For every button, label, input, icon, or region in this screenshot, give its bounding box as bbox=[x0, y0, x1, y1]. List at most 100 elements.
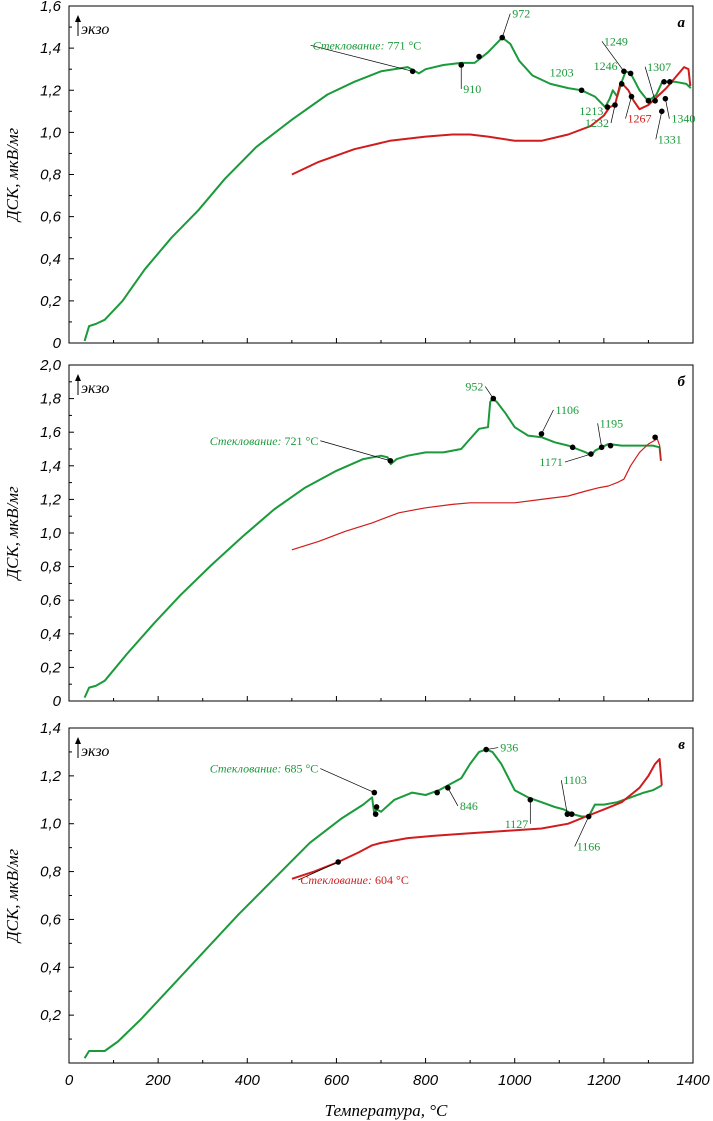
data-point bbox=[409, 68, 416, 75]
point-annotation: 910 bbox=[463, 82, 481, 96]
y-tick-label: 0,6 bbox=[40, 592, 62, 609]
point-annotation: 972 bbox=[512, 7, 530, 21]
y-tick-label: 0,2 bbox=[40, 659, 62, 676]
x-tick-label: 800 bbox=[413, 1072, 439, 1089]
panel-1: 0 0,2 0,4 0,6 0,8 1,0 1,2 1,4 1,6 1,8 2,0 ДСК, мкВ/… bbox=[3, 357, 694, 710]
y-tick-label: 1,4 bbox=[40, 40, 61, 57]
annotation-leader bbox=[665, 98, 670, 119]
annotation-leader bbox=[597, 423, 602, 448]
y-tick-label: 2,0 bbox=[39, 357, 62, 374]
y-tick-label: 0 bbox=[53, 693, 62, 710]
y-tick-label: 1,4 bbox=[40, 720, 61, 737]
annotation-leader bbox=[601, 41, 625, 72]
y-tick-label: 1,0 bbox=[40, 124, 62, 141]
data-point bbox=[612, 102, 618, 108]
annotation-leader bbox=[298, 861, 339, 881]
y-tick-label: 1,0 bbox=[40, 816, 62, 833]
point-annotation: Стеклование: 721 °C bbox=[210, 434, 319, 448]
annotation-leader bbox=[310, 44, 413, 72]
y-tick-label: 1,8 bbox=[40, 391, 62, 408]
data-point bbox=[661, 79, 667, 85]
y-tick-label: 1,2 bbox=[40, 82, 62, 99]
point-annotation: 1171 bbox=[539, 455, 563, 469]
annotation-leader bbox=[655, 111, 663, 140]
exo-arrowhead bbox=[75, 737, 81, 744]
data-point bbox=[645, 97, 652, 104]
point-annotation: 1340 bbox=[671, 112, 695, 126]
annotation-leader bbox=[625, 96, 632, 119]
exo-label: экзо bbox=[81, 380, 109, 397]
exo-label: экзо bbox=[81, 21, 109, 38]
y-tick-label: 0,6 bbox=[40, 209, 62, 226]
data-point bbox=[373, 804, 380, 810]
point-annotation: Стеклование: 771 °C bbox=[313, 38, 422, 52]
data-point bbox=[618, 81, 625, 87]
y-tick-label: 0,2 bbox=[40, 1007, 62, 1024]
data-point bbox=[372, 811, 379, 817]
y-axis-label: ДСК, мкВ/мг bbox=[3, 848, 22, 944]
point-annotation: 936 bbox=[500, 741, 518, 755]
y-tick-label: 1,6 bbox=[40, 424, 62, 441]
point-annotation: 1106 bbox=[555, 403, 579, 417]
annotation-leader bbox=[485, 386, 494, 399]
annotation-leader bbox=[541, 409, 554, 435]
data-point bbox=[434, 789, 440, 796]
series-line-green bbox=[83, 748, 663, 1059]
plot-frame bbox=[68, 727, 694, 1064]
data-point bbox=[569, 444, 576, 451]
annotation-leader bbox=[320, 440, 391, 462]
data-point bbox=[490, 395, 497, 402]
y-tick-label: 0 bbox=[53, 335, 62, 352]
y-tick-label: 0,4 bbox=[40, 959, 61, 976]
annotation-leader bbox=[486, 747, 499, 750]
y-tick-label: 0,4 bbox=[40, 626, 61, 643]
y-tick-label: 0,8 bbox=[40, 167, 62, 184]
exo-arrowhead bbox=[75, 15, 81, 22]
panel-label: б bbox=[678, 374, 686, 390]
point-annotation: 1103 bbox=[563, 773, 587, 787]
y-tick-label: 0,8 bbox=[40, 559, 62, 576]
data-point bbox=[628, 93, 635, 100]
annotation-leader bbox=[320, 768, 375, 793]
x-tick-label: 1200 bbox=[587, 1072, 621, 1089]
x-tick-label: 1400 bbox=[676, 1072, 710, 1089]
annotation-leader bbox=[560, 780, 568, 815]
annotation-leader bbox=[564, 453, 592, 463]
y-axis-label: ДСК, мкВ/мг bbox=[3, 486, 22, 582]
y-tick-label: 0,8 bbox=[40, 864, 62, 881]
y-tick-label: 1,2 bbox=[40, 768, 62, 785]
data-point bbox=[627, 70, 634, 77]
data-point bbox=[652, 434, 658, 441]
x-tick-label: 1000 bbox=[498, 1072, 532, 1089]
point-annotation: 952 bbox=[465, 380, 483, 394]
data-point bbox=[476, 53, 482, 60]
x-tick-label: 400 bbox=[235, 1072, 261, 1089]
y-tick-label: 1,2 bbox=[40, 491, 62, 508]
y-tick-label: 0,6 bbox=[40, 911, 62, 928]
point-annotation: 1166 bbox=[577, 840, 601, 854]
annotation-leader bbox=[644, 66, 656, 101]
point-annotation: 1195 bbox=[600, 416, 624, 430]
annotation-leader bbox=[501, 13, 511, 38]
x-tick-label: 200 bbox=[145, 1072, 172, 1089]
point-annotation: 1246 bbox=[594, 59, 618, 73]
y-tick-label: 0,2 bbox=[40, 293, 62, 310]
y-tick-label: 1,0 bbox=[40, 525, 62, 542]
point-annotation: Стеклование: 685 °C bbox=[210, 762, 319, 776]
data-point bbox=[568, 811, 575, 817]
x-tick-label: 600 bbox=[324, 1072, 350, 1089]
y-tick-label: 0,4 bbox=[40, 251, 61, 268]
annotation-leader bbox=[447, 787, 459, 806]
point-annotation: 1213 bbox=[579, 104, 603, 118]
exo-arrowhead bbox=[75, 374, 81, 381]
point-annotation: 1307 bbox=[647, 60, 671, 74]
point-annotation: 846 bbox=[460, 799, 478, 813]
x-axis-label: Температура, °C bbox=[325, 1101, 448, 1120]
series-line-green bbox=[83, 397, 662, 699]
panel-label: а bbox=[678, 15, 686, 31]
point-annotation: 1203 bbox=[550, 65, 574, 79]
series-line-red bbox=[291, 438, 662, 551]
annotation-leader bbox=[610, 104, 616, 124]
panel-label: в bbox=[678, 737, 685, 753]
